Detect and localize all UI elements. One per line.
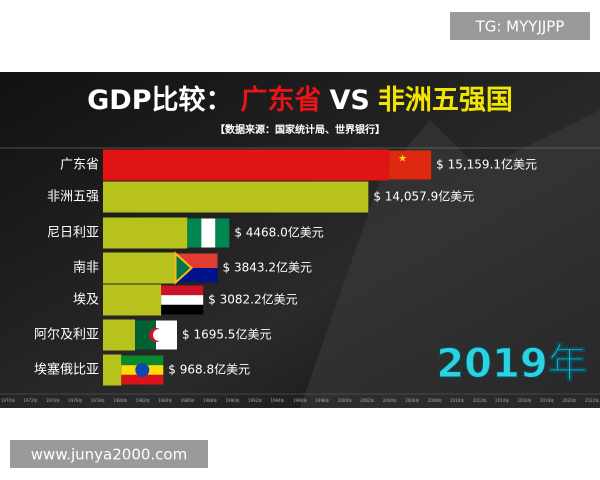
timeline-label: 2022年 [585,397,599,403]
title-part: 广东省 [241,84,322,116]
flag-stripe [187,218,202,248]
watermark-box [10,440,208,468]
timeline-label: 1994年 [270,397,284,403]
timeline-label: 2012年 [473,397,487,403]
bar [103,319,136,351]
flag: ★ [389,150,432,180]
category-label: 尼日利亚 [47,226,99,241]
timeline-label: 1978年 [91,397,105,403]
category-label: 埃及 [73,293,99,308]
flag-star: ★ [398,154,407,165]
timeline-label: 1996年 [293,397,307,403]
category-label: 埃塞俄比亚 [34,362,99,378]
bar [103,252,176,284]
flag [187,218,230,248]
subtitle: 【数据来源：国家统计局、世界银行】 [215,123,385,136]
value-label: $ 1695.5亿美元 [182,327,271,342]
watermark: www.junya2000.com [31,446,187,464]
timeline-label: 2010年 [450,397,464,403]
flag-stripe [161,285,204,296]
timeline-label: 2018年 [540,397,554,403]
flag [161,285,204,315]
bar [103,149,390,181]
timeline-label: 1972年 [23,397,37,403]
timeline-label: 1970年 [1,397,15,403]
timeline-label: 1992年 [248,397,262,403]
timeline-label: 1984年 [158,397,172,403]
category-label: 南非 [73,260,99,276]
flag-field [389,150,432,180]
mountain [300,110,600,408]
bar [103,354,122,386]
value-label: $ 3843.2亿美元 [223,260,312,275]
flag-stripe [121,355,164,366]
timeline-label: 2020年 [562,397,576,403]
chart-title: GDP比较： 广东省 VS 非洲五强国 [87,84,513,116]
timeline-label: 2014年 [495,397,509,403]
flag [174,251,218,285]
title-part: VS [330,85,370,116]
value-label: $ 968.8亿美元 [168,362,250,377]
flag [135,320,178,350]
timeline-label: 2004年 [383,397,397,403]
timeline-label: 1982年 [136,397,150,403]
watermark: TG: MYYJJPP [475,18,565,36]
flag-stripe [156,320,178,350]
bar [103,181,369,213]
flag [121,355,164,385]
timeline-label: 1976年 [68,397,82,403]
bar [103,217,188,249]
value-label: $ 14,057.9亿美元 [373,189,474,204]
title-part: 非洲五强国 [378,85,513,116]
timeline-label: 2002年 [360,397,374,403]
timeline-label: 1974年 [46,397,60,403]
title-part: GDP比较： [87,84,232,116]
category-label: 阿尔及利亚 [34,328,99,343]
timeline-label: 2006年 [405,397,419,403]
flag-stripe [135,320,157,350]
timeline-label: 1986年 [181,397,195,403]
timeline-label: 2016年 [518,397,532,403]
flag-crescent-cut [153,329,166,341]
flag-stripe [121,374,164,385]
timeline-label: 1980年 [113,397,127,403]
year-label: 2019年 [436,341,587,387]
flag-stripe [161,304,204,315]
bar [103,284,162,316]
timeline-label: 2008年 [428,397,442,403]
flag-emblem [135,363,150,377]
category-label: 非洲五强 [47,190,99,205]
timeline-label: 1998年 [315,397,329,403]
value-label: $ 15,159.1亿美元 [436,157,537,172]
value-label: $ 3082.2亿美元 [208,292,297,307]
watermark-box [450,12,590,40]
timeline-label: 2000年 [338,397,352,403]
timeline-label: 1990年 [226,397,240,403]
flag-stripe [201,218,216,248]
value-label: $ 4468.0亿美元 [234,225,323,240]
category-label: 广东省 [60,158,99,173]
timeline-label: 1988年 [203,397,217,403]
flag-stripe [215,218,230,248]
flag-pall [174,251,194,285]
flag-stripe [161,295,204,305]
